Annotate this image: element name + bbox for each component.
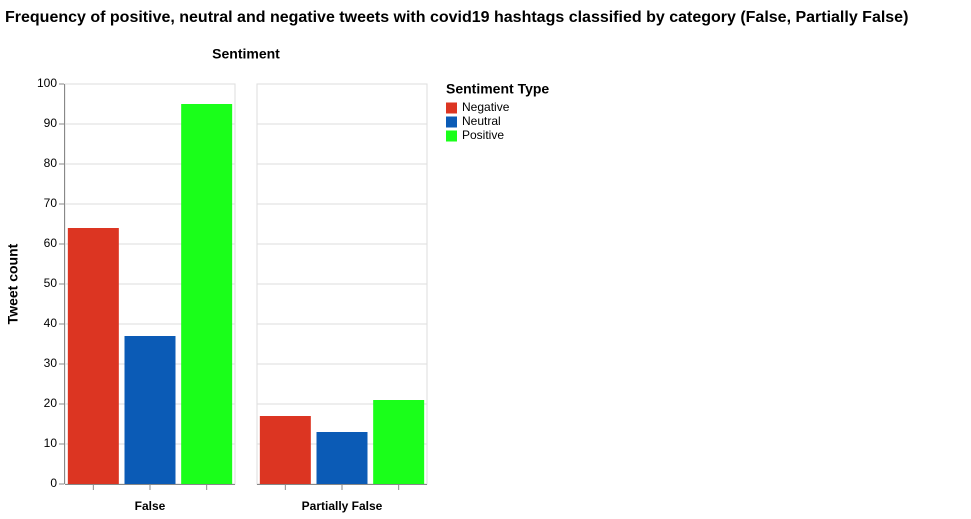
- y-tick-label: 90: [44, 116, 58, 130]
- legend-label: Neutral: [462, 114, 501, 128]
- y-tick-label: 20: [44, 396, 58, 410]
- y-axis-label: Tweet count: [5, 243, 21, 324]
- y-tick-label: 100: [37, 76, 57, 90]
- y-tick-label: 30: [44, 356, 58, 370]
- bar: [67, 228, 119, 484]
- chart-title: Frequency of positive, neutral and negat…: [5, 9, 908, 26]
- legend-swatch: [446, 130, 457, 142]
- y-tick-label: 40: [44, 316, 58, 330]
- y-tick-label: 0: [50, 476, 57, 490]
- y-tick-label: 70: [44, 196, 58, 210]
- bar: [124, 336, 176, 484]
- bar: [259, 416, 311, 484]
- facet-label: False: [135, 499, 166, 513]
- y-tick-label: 80: [44, 156, 58, 170]
- bar: [373, 400, 425, 484]
- legend-swatch: [446, 116, 457, 128]
- legend-label: Negative: [462, 100, 510, 114]
- legend-label: Positive: [462, 128, 504, 142]
- facet-title: Sentiment: [212, 46, 280, 62]
- y-tick-label: 60: [44, 236, 58, 250]
- y-tick-label: 10: [44, 436, 58, 450]
- bar: [316, 432, 368, 484]
- facet-label: Partially False: [302, 499, 383, 513]
- y-tick-label: 50: [44, 276, 58, 290]
- bar: [181, 104, 233, 484]
- legend-swatch: [446, 102, 457, 114]
- legend-title: Sentiment Type: [446, 81, 549, 97]
